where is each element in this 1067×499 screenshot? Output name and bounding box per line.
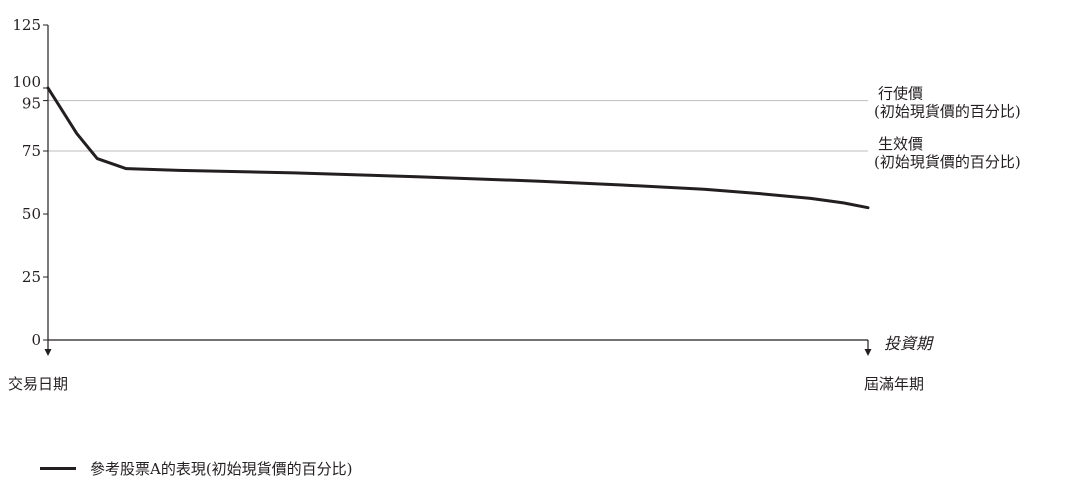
y-tick-label-125: 125 xyxy=(12,16,41,34)
reference-lines: 行使價(初始現貨價的百分比)生效價(初始現貨價的百分比) xyxy=(48,85,1021,171)
x-axis-end-arrow-head xyxy=(864,349,872,356)
reference-label-75-title: 生效價 xyxy=(878,135,923,153)
x-axis-start-arrow-head xyxy=(44,349,52,356)
y-tick-label-95: 95 xyxy=(22,95,41,113)
reference-label-95-subtitle: (初始現貨價的百分比) xyxy=(874,103,1021,121)
series-line-0 xyxy=(46,86,870,210)
chart: 行使價(初始現貨價的百分比)生效價(初始現貨價的百分比) 02550759510… xyxy=(8,16,1021,393)
x-axis-end-label: 屆滿年期 xyxy=(864,375,924,393)
x-axis xyxy=(44,339,872,356)
x-axis-start-label: 交易日期 xyxy=(8,375,68,393)
legend: 參考股票A的表現(初始現貨價的百分比) xyxy=(40,457,353,479)
legend-line-swatch xyxy=(40,466,76,470)
x-axis-title: 投資期 xyxy=(884,334,934,353)
y-tick-label-100: 100 xyxy=(12,73,41,91)
y-tick-label-0: 0 xyxy=(31,331,41,349)
reference-label-95-title: 行使價 xyxy=(878,85,923,103)
y-tick-label-25: 25 xyxy=(22,268,41,286)
series-group xyxy=(46,86,870,210)
y-tick-label-75: 75 xyxy=(22,142,41,160)
reference-label-75-subtitle: (初始現貨價的百分比) xyxy=(874,153,1021,171)
y-axis: 0 25 50 75 95 100 125 xyxy=(12,16,49,349)
y-tick-label-50: 50 xyxy=(22,205,41,223)
legend-label: 參考股票A的表現(初始現貨價的百分比) xyxy=(90,459,353,478)
